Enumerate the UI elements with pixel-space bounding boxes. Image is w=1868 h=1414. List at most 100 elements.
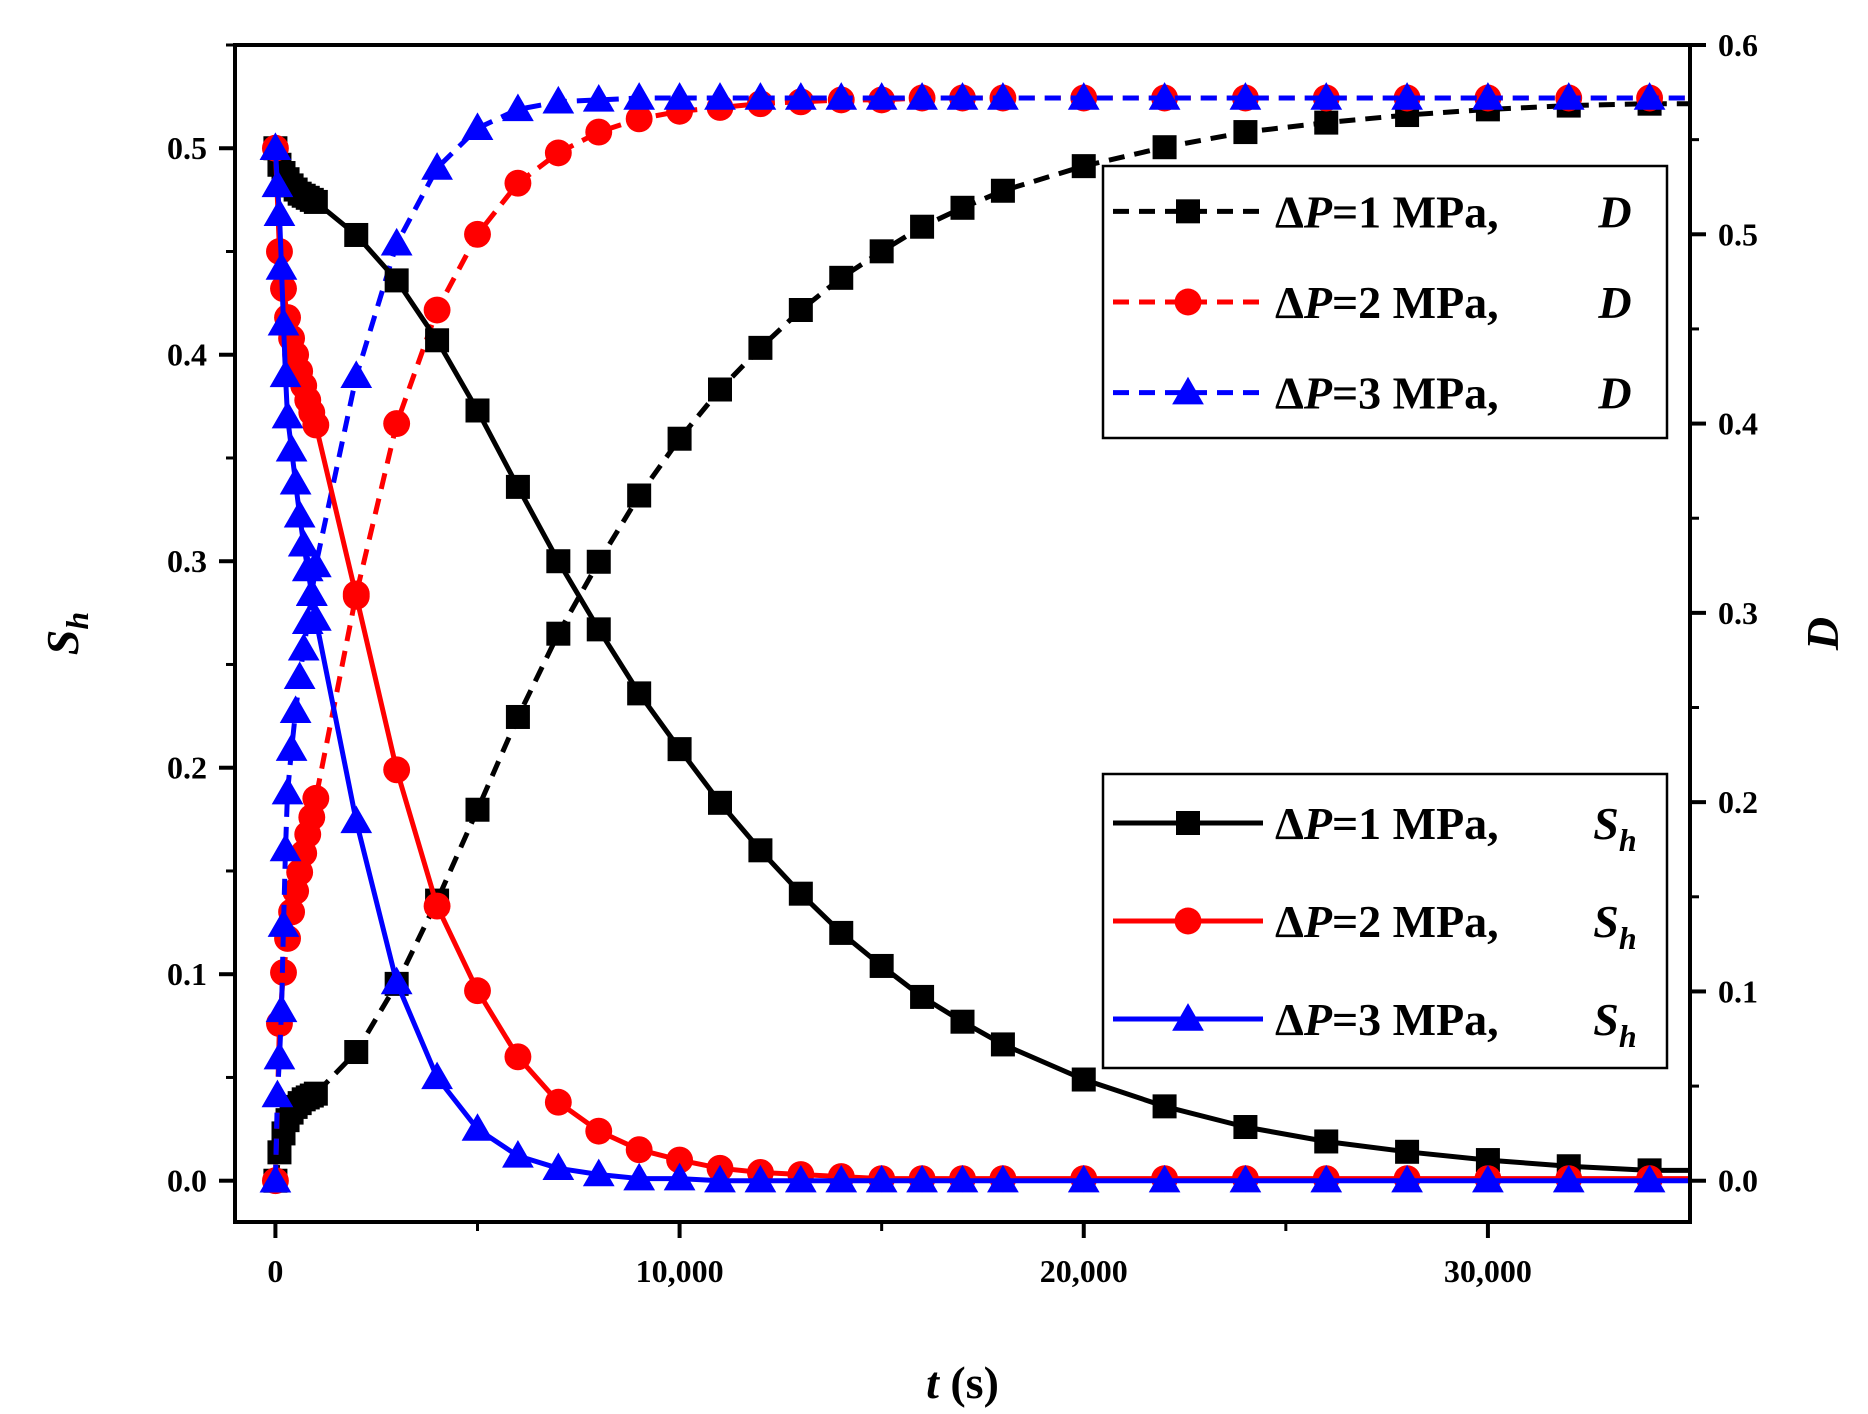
x-tick-label: 30,000 — [1444, 1253, 1532, 1289]
data-point — [623, 82, 656, 110]
data-point — [261, 169, 294, 198]
legend-delta: Δ — [1275, 186, 1304, 237]
data-point — [259, 1164, 292, 1193]
data-point — [1233, 1115, 1258, 1140]
data-point — [1391, 1164, 1423, 1193]
data-point — [825, 1164, 858, 1193]
series-line-D3 — [272, 95, 1690, 1181]
legend-qty-var: D — [1597, 368, 1631, 419]
legend-entry-S1: ΔP=1 MPa, Sh — [1113, 798, 1637, 858]
data-point — [625, 1136, 653, 1164]
data-point — [265, 252, 298, 280]
legend-layer: ΔP=1 MPa, DΔP=2 MPa, DΔP=3 MPa, DΔP=1 MPa, S… — [1101, 164, 1669, 1070]
data-point — [1472, 82, 1504, 110]
data-point — [627, 681, 652, 706]
y-left-axis-title: Sh — [37, 612, 95, 655]
legend-rest: =2 MPa, — [1332, 896, 1499, 947]
plot-frame — [233, 43, 1692, 1224]
data-point — [784, 82, 817, 110]
data-point — [263, 1041, 296, 1070]
x-tick-label: 10,000 — [636, 1253, 724, 1289]
data-point — [340, 805, 373, 834]
data-point — [340, 360, 373, 388]
y-left-tick-label: 0.4 — [167, 337, 207, 373]
legend-qty: Sh — [1593, 798, 1636, 858]
data-point — [1472, 1164, 1504, 1193]
data-point — [990, 1032, 1015, 1057]
legend-qty-sub: h — [1619, 1018, 1637, 1054]
data-point — [542, 1152, 575, 1181]
y-left-tick-label: 0.5 — [167, 130, 207, 166]
data-point — [1391, 82, 1423, 110]
y-right-tick-label: 0.3 — [1718, 595, 1758, 631]
data-point — [748, 838, 773, 863]
data-point — [623, 1162, 656, 1191]
legend-rest: =3 MPa, — [1332, 368, 1499, 419]
legend-entry-D1: ΔP=1 MPa, D — [1113, 186, 1632, 237]
y-left-axis-var: S — [37, 630, 88, 656]
data-point — [287, 528, 320, 557]
data-point — [666, 1146, 694, 1174]
data-point — [344, 222, 369, 247]
data-point — [744, 1164, 777, 1193]
y-right-tick-label: 0.0 — [1718, 1163, 1758, 1199]
data-point — [1310, 1164, 1343, 1193]
series-S1 — [263, 136, 1690, 1183]
data-point — [384, 268, 409, 293]
data-point — [1067, 82, 1100, 110]
data-point — [461, 1113, 494, 1141]
data-point — [283, 499, 316, 528]
legend-qty-var: S — [1593, 798, 1619, 849]
data-point — [259, 132, 292, 160]
data-point — [299, 603, 332, 631]
data-point — [1067, 1164, 1100, 1193]
legend-qty-sub: h — [1619, 920, 1637, 956]
legend-delta: Δ — [1275, 994, 1304, 1045]
legend-marker — [1176, 811, 1200, 835]
data-point — [910, 984, 935, 1009]
data-point — [1314, 110, 1339, 135]
x-axis-var: t — [926, 1357, 940, 1408]
legend-entry-S2: ΔP=2 MPa, Sh — [1113, 896, 1637, 956]
legend-entry-D3: ΔP=3 MPa, D — [1113, 368, 1632, 419]
data-point — [1395, 1139, 1420, 1164]
data-point — [950, 195, 975, 220]
data-point — [585, 1117, 613, 1145]
legend-qty-var: S — [1593, 896, 1619, 947]
legend-qty-var: S — [1593, 994, 1619, 1045]
data-point — [1552, 82, 1585, 110]
series-D3 — [259, 82, 1690, 1193]
data-point — [269, 359, 302, 388]
legend-entry-D2: ΔP=2 MPa, D — [1113, 277, 1632, 328]
legend-label: ΔP=3 MPa, — [1275, 368, 1499, 419]
data-point — [544, 1088, 572, 1116]
legend-qty-sub: h — [1619, 822, 1637, 858]
x-axis-unit: (s) — [939, 1357, 999, 1408]
data-point — [505, 474, 530, 499]
x-tick-label: 20,000 — [1040, 1253, 1128, 1289]
legend-delta: Δ — [1275, 368, 1304, 419]
data-point — [585, 118, 613, 146]
data-point — [1633, 82, 1666, 110]
data-point — [788, 881, 813, 906]
y-right-tick-label: 0.4 — [1718, 406, 1758, 442]
data-point — [302, 411, 330, 439]
data-point — [1148, 82, 1181, 110]
data-point — [784, 1164, 817, 1193]
legend-qty-var: D — [1597, 186, 1631, 237]
ticks-layer — [219, 43, 1706, 1238]
legend-var: P — [1303, 798, 1333, 849]
data-point — [461, 112, 494, 141]
series-S3 — [259, 132, 1690, 1193]
data-point — [906, 1164, 938, 1193]
data-point — [708, 377, 732, 402]
data-point — [271, 776, 304, 805]
data-point — [380, 227, 413, 256]
data-point — [704, 1164, 736, 1193]
y-right-tick-label: 0.2 — [1718, 784, 1758, 820]
x-axis-title: t (s) — [926, 1357, 999, 1408]
data-point — [825, 82, 858, 110]
legend-qty: Sh — [1593, 896, 1636, 956]
data-point — [1152, 135, 1177, 160]
